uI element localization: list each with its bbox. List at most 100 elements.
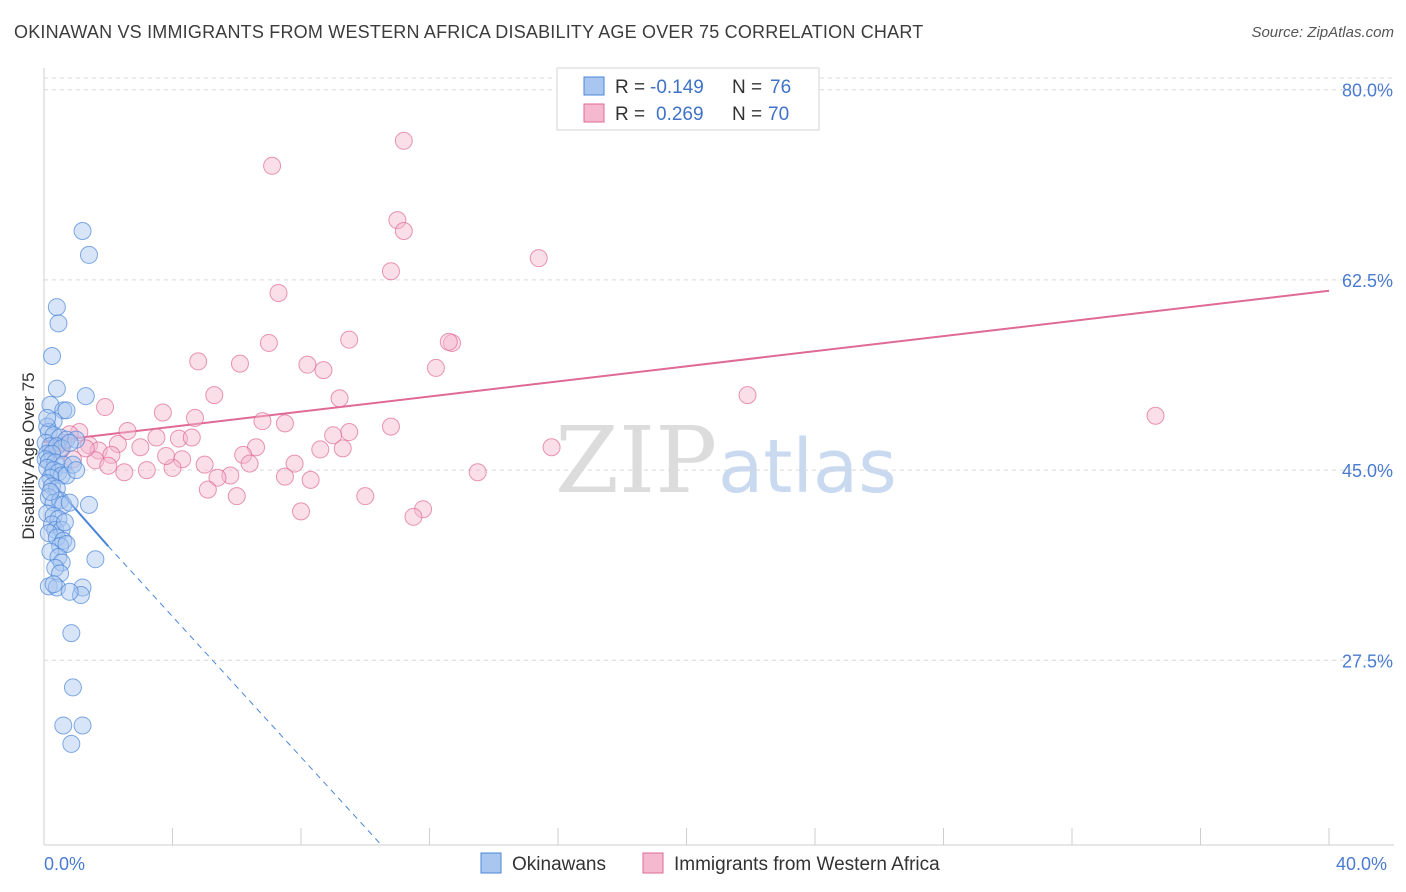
trend-immigrants — [43, 289, 1330, 443]
immigrants-point-37 — [333, 439, 352, 458]
immigrants-point-51 — [163, 458, 182, 477]
okinawans-point-15 — [57, 430, 76, 449]
immigrants-point-9 — [439, 332, 458, 351]
okinawans-point-4 — [43, 346, 62, 365]
immigrants-point-5 — [381, 262, 400, 281]
okinawans-point-57 — [49, 548, 68, 567]
okinawans-point-3 — [49, 314, 68, 333]
immigrants-point-15 — [426, 358, 445, 377]
okinawans-point-73 — [41, 482, 60, 501]
immigrants-point-18 — [738, 386, 757, 405]
immigrants-point-61 — [356, 487, 375, 506]
okinawans-point-43 — [60, 493, 79, 512]
stats-legend: R = -0.149 N = 76 R = 0.269 N = 70 — [556, 67, 820, 131]
immigrants-point-52 — [137, 461, 156, 480]
immigrants-point-6 — [269, 283, 288, 302]
immigrants-point-62 — [414, 500, 433, 519]
bottom-legend-okinawans: Okinawans — [512, 854, 606, 875]
immigrants-point-68 — [324, 426, 343, 445]
series-okinawans-points — [36, 222, 105, 753]
x-tick-label-max: 40.0% — [1336, 854, 1387, 874]
trend-okinawans-dashed — [107, 545, 382, 846]
immigrants-point-63 — [292, 502, 310, 521]
immigrants-point-35 — [131, 438, 150, 457]
okinawans-point-53 — [54, 531, 73, 550]
immigrants-point-7 — [340, 330, 359, 349]
legend-swatch-okinawans — [583, 76, 605, 96]
okinawans-point-44 — [79, 495, 98, 514]
okinawans-point-34 — [63, 455, 82, 474]
legend-r-value-immigrants: 0.269 — [656, 104, 704, 125]
okinawans-point-60 — [46, 558, 65, 577]
legend-n-value-immigrants: 70 — [768, 104, 789, 125]
okinawans-point-67 — [62, 624, 81, 643]
immigrants-point-14 — [314, 361, 333, 380]
okinawans-point-61 — [51, 564, 70, 583]
watermark-zip: ZIP — [555, 407, 717, 514]
okinawans-point-6 — [76, 387, 95, 406]
trend-okinawans — [43, 472, 382, 846]
okinawans-point-5 — [47, 379, 66, 398]
immigrants-point-3 — [394, 222, 413, 241]
immigrants-point-56 — [275, 467, 294, 486]
okinawans-point-28 — [38, 458, 57, 477]
immigrants-point-34 — [108, 435, 127, 454]
legend-swatch-immigrants — [583, 103, 605, 123]
trend-immigrants-solid — [43, 289, 1330, 443]
legend-r-label-okinawans: R = — [615, 77, 645, 98]
okinawans-point-66 — [60, 582, 79, 601]
immigrants-point-65 — [182, 428, 201, 447]
series-legend: Okinawans Immigrants from Western Africa — [480, 852, 940, 875]
okinawans-point-35 — [67, 461, 86, 480]
watermark-atlas: atlas — [718, 424, 897, 510]
legend-n-value-okinawans: 76 — [770, 77, 791, 98]
immigrants-point-50 — [99, 456, 118, 475]
immigrants-point-38 — [311, 440, 330, 459]
y-tick-label-1: 62.5% — [1342, 271, 1393, 291]
okinawans-point-68 — [63, 678, 82, 697]
immigrants-point-64 — [404, 507, 423, 526]
x-tick-label-min: 0.0% — [44, 854, 85, 874]
okinawans-point-65 — [71, 586, 90, 605]
immigrants-point-16 — [205, 386, 224, 405]
okinawans-point-70 — [73, 716, 92, 735]
bottom-legend-immigrants: Immigrants from Western Africa — [674, 854, 940, 875]
immigrants-point-24 — [381, 417, 400, 436]
immigrants-point-58 — [208, 468, 227, 487]
immigrants-point-54 — [468, 463, 487, 482]
immigrants-point-19 — [96, 398, 115, 417]
immigrants-point-23 — [275, 414, 294, 433]
chart-title: OKINAWAN VS IMMIGRANTS FROM WESTERN AFRI… — [14, 22, 924, 42]
immigrants-point-31 — [1146, 406, 1165, 425]
immigrants-point-12 — [230, 354, 249, 373]
okinawans-point-72 — [44, 575, 63, 594]
legend-r-value-okinawans: -0.149 — [650, 77, 704, 98]
legend-r-label-immigrants: R = — [615, 104, 645, 125]
immigrants-point-4 — [529, 249, 548, 268]
okinawans-point-59 — [86, 550, 105, 569]
okinawans-point-69 — [54, 716, 73, 735]
okinawans-point-33 — [57, 466, 76, 485]
source-label: Source: ZipAtlas.com — [1251, 24, 1394, 41]
immigrants-point-21 — [185, 408, 204, 427]
immigrants-point-59 — [198, 480, 217, 499]
legend-n-label-okinawans: N = — [732, 77, 762, 98]
okinawans-point-51 — [39, 524, 58, 543]
immigrants-point-49 — [285, 454, 304, 473]
okinawans-point-2 — [47, 298, 66, 317]
okinawans-point-75 — [38, 408, 57, 427]
immigrants-point-29 — [147, 428, 166, 447]
okinawans-point-74 — [55, 513, 74, 532]
bottom-legend-swatch-immigrants — [642, 852, 664, 874]
okinawans-point-21 — [60, 433, 79, 452]
legend-n-label-immigrants: N = — [732, 104, 762, 125]
immigrants-point-22 — [253, 412, 272, 431]
immigrants-point-25 — [340, 423, 359, 442]
immigrants-point-26 — [118, 421, 137, 440]
immigrants-point-39 — [542, 438, 561, 457]
immigrants-point-30 — [169, 429, 188, 448]
okinawans-point-71 — [62, 734, 81, 753]
okinawans-point-1 — [79, 245, 98, 264]
immigrants-point-67 — [157, 446, 176, 465]
